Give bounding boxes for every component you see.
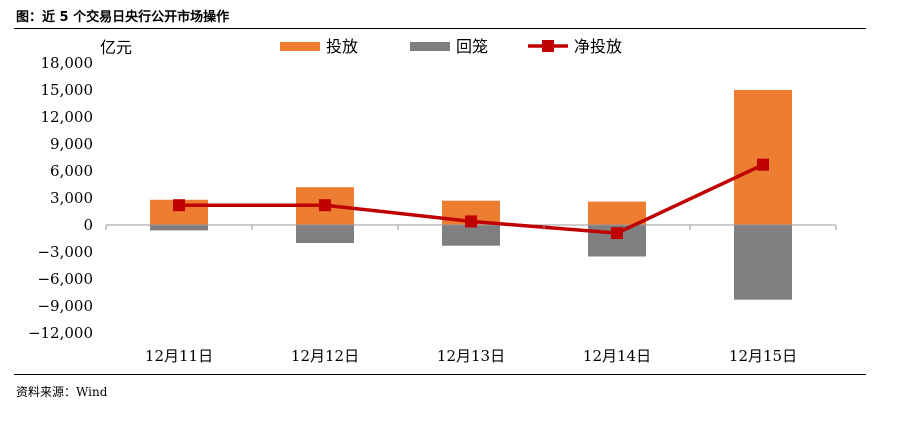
net-line [173, 158, 769, 240]
bar-回笼-2 [442, 225, 500, 246]
legend-swatch-回笼 [410, 42, 450, 51]
point-净投放-3 [611, 227, 623, 240]
x-tick-label: 12月12日 [291, 347, 359, 365]
y-tick-label: 3,000 [50, 189, 93, 207]
legend-marker-净投放 [542, 40, 554, 52]
unit-label: 亿元 [100, 38, 132, 57]
y-tick-label: 0 [83, 216, 93, 234]
point-净投放-1 [319, 199, 331, 212]
x-tick-label: 12月15日 [729, 347, 797, 365]
y-axis: 18,000 15,000 12,000 9,000 6,000 3,000 0 −3,000… [28, 54, 93, 342]
figure-title: 图：近 5 个交易日央行公开市场操作 [16, 10, 230, 25]
bottom-rule [14, 374, 866, 375]
bar-投放-3 [588, 201, 646, 225]
legend-label-净投放: 净投放 [574, 37, 622, 56]
y-tick-label: −6,000 [37, 270, 93, 288]
legend: 投放 回笼 净投放 [280, 37, 622, 56]
y-tick-label: 18,000 [41, 54, 94, 72]
x-tick-label: 12月14日 [583, 347, 651, 365]
y-tick-label: −3,000 [37, 243, 93, 261]
y-tick-label: −9,000 [37, 297, 93, 315]
legend-label-投放: 投放 [326, 37, 358, 56]
y-tick-label: 15,000 [41, 81, 94, 99]
legend-label-回笼: 回笼 [456, 37, 488, 56]
source-note: 资料来源：Wind [16, 385, 108, 399]
x-tick-label: 12月11日 [145, 347, 213, 365]
y-tick-label: 6,000 [50, 162, 93, 180]
point-净投放-0 [173, 199, 185, 212]
top-rule [14, 28, 866, 29]
chart: 亿元 投放 回笼 净投放 18,000 15,000 12,000 9,000 6,000 3… [28, 37, 837, 365]
x-tick-label: 12月13日 [437, 347, 505, 365]
bar-回笼-4 [734, 225, 792, 300]
point-净投放-4 [757, 158, 769, 171]
bar-投放-4 [734, 90, 792, 225]
bar-回笼-1 [296, 225, 354, 243]
y-tick-label: −12,000 [28, 324, 93, 342]
x-axis: 12月11日 12月12日 12月13日 12月14日 12月15日 [105, 225, 837, 365]
y-tick-label: 12,000 [41, 108, 94, 126]
point-净投放-2 [465, 215, 477, 228]
legend-swatch-投放 [280, 42, 320, 51]
bar-回笼-0 [150, 225, 208, 231]
y-tick-label: 9,000 [50, 135, 93, 153]
